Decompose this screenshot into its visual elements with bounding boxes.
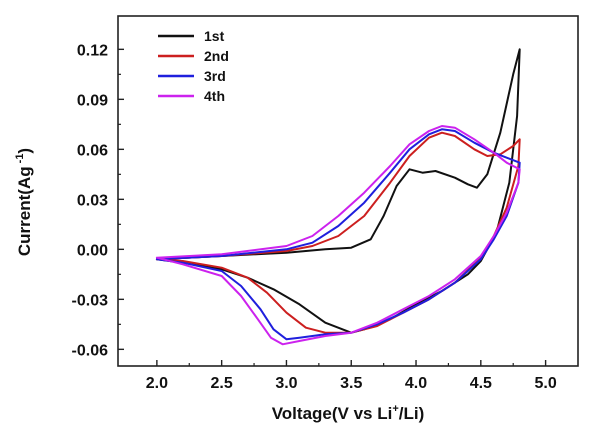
x-tick-label: 2.5 [211,375,233,392]
y-tick-label: -0.03 [72,292,109,309]
x-tick-label: 5.0 [534,375,556,392]
tick-labels: 2.0 2.5 3.0 3.5 4.0 4.5 5.0 -0.06 -0.03 0.00 0.03 0… [72,42,557,392]
series-layer [155,48,521,346]
y-tick-label: 0.06 [77,142,108,159]
series-line-3rd [155,128,521,341]
legend-label-4th: 4th [204,88,225,104]
y-tick-label: 0.00 [77,242,108,259]
x-tick-label: 3.0 [275,375,297,392]
series-line-4th [155,125,521,346]
series-line-1st [155,48,521,334]
y-tick-label: 0.09 [77,92,108,109]
plot-frame [117,15,579,367]
y-tick-label: 0.03 [77,192,108,209]
y-tick-label: 0.12 [77,42,108,59]
y-tick-label: -0.06 [72,342,109,359]
x-tick-label: 4.0 [405,375,427,392]
x-tick-label: 3.5 [340,375,362,392]
series-line-2nd [155,131,521,334]
x-axis-title: Voltage(V vs Li+/Li) [272,403,425,423]
x-tick-label: 2.0 [146,375,168,392]
legend-label-2nd: 2nd [204,48,229,64]
x-tick-label: 4.5 [470,375,492,392]
legend-label-1st: 1st [204,28,225,44]
legend-label-3rd: 3rd [204,68,226,84]
legend: 1st 2nd 3rd 4th [158,28,229,104]
y-axis-title: Current(Ag -1) [14,148,34,256]
